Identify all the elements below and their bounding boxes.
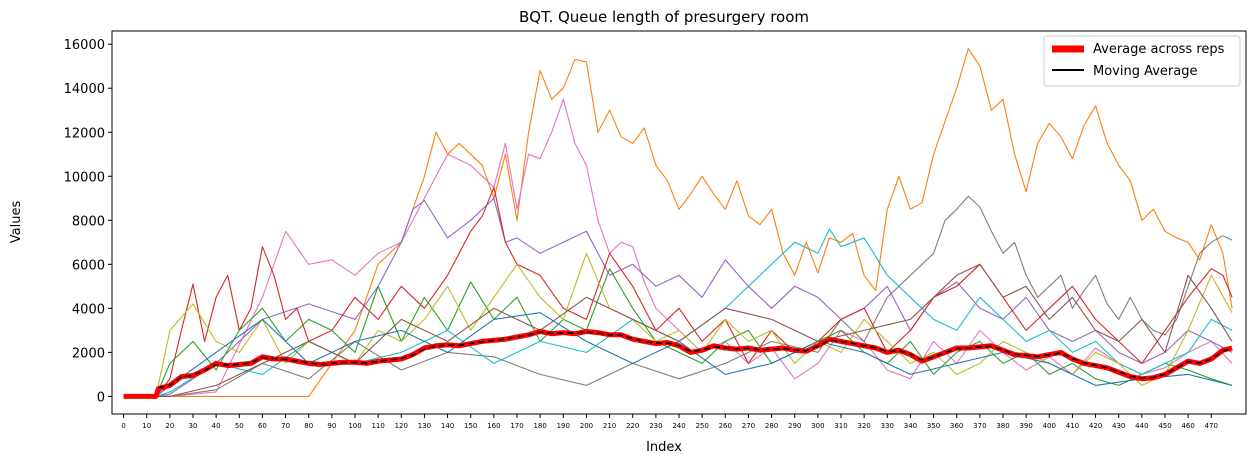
x-tick-label: 120 <box>395 422 408 430</box>
series-line-replication-9 <box>123 263 1233 397</box>
legend-label-average: Average across reps <box>1093 42 1225 57</box>
x-tick-label: 50 <box>235 422 244 430</box>
x-tick-label: 240 <box>672 422 685 430</box>
x-tick-label: 70 <box>281 422 290 430</box>
y-tick-label: 6000 <box>72 258 105 273</box>
chart-title: BQT. Queue length of presurgery room <box>519 8 809 26</box>
x-tick-label: 390 <box>1019 422 1032 430</box>
series-line-replication-10 <box>123 312 1233 397</box>
x-tick-label: 260 <box>719 422 732 430</box>
x-tick-label: 150 <box>464 422 477 430</box>
y-tick-label: 4000 <box>72 302 105 317</box>
x-tick-label: 460 <box>1181 422 1194 430</box>
x-tick-label: 280 <box>765 422 778 430</box>
x-tick-label: 380 <box>996 422 1009 430</box>
series-line-replication-8 <box>123 252 1233 397</box>
x-tick-label: 190 <box>557 422 570 430</box>
x-tick-label: 220 <box>626 422 639 430</box>
x-tick-label: 410 <box>1066 422 1079 430</box>
x-tick-label: 90 <box>327 422 336 430</box>
x-tick-label: 400 <box>1043 422 1056 430</box>
x-tick-label: 160 <box>487 422 500 430</box>
y-tick-label: 14000 <box>64 82 105 97</box>
x-tick-label: 340 <box>904 422 917 430</box>
x-axis-label: Index <box>646 440 682 455</box>
x-tick-label: 420 <box>1089 422 1102 430</box>
x-tick-label: 290 <box>788 422 801 430</box>
x-tick-label: 320 <box>857 422 870 430</box>
y-tick-label: 10000 <box>64 170 105 185</box>
x-tick-label: 370 <box>973 422 986 430</box>
x-tick-label: 20 <box>165 422 174 430</box>
series-line-replication-2 <box>123 98 1233 397</box>
x-tick-label: 60 <box>258 422 267 430</box>
x-tick-label: 140 <box>441 422 454 430</box>
x-tick-label: 110 <box>371 422 384 430</box>
x-tick-label: 300 <box>811 422 824 430</box>
plot-lines <box>123 48 1233 399</box>
x-axis-ticks: 0 10 20 30 40 50 60 70 80 90 100 110 120 130 140 150 160… <box>121 414 1218 430</box>
x-tick-label: 470 <box>1205 422 1218 430</box>
x-tick-label: 40 <box>212 422 221 430</box>
x-tick-label: 430 <box>1112 422 1125 430</box>
x-tick-label: 170 <box>510 422 523 430</box>
series-line-replication-5 <box>123 186 1233 397</box>
x-tick-label: 180 <box>533 422 546 430</box>
x-tick-label: 270 <box>742 422 755 430</box>
x-tick-label: 360 <box>950 422 963 430</box>
x-tick-label: 100 <box>348 422 361 430</box>
x-tick-label: 30 <box>189 422 198 430</box>
series-line-replication-6 <box>123 268 1233 397</box>
x-tick-label: 440 <box>1135 422 1148 430</box>
y-tick-label: 2000 <box>72 346 105 361</box>
y-tick-label: 8000 <box>72 214 105 229</box>
series-line-replication-1 <box>123 48 1233 397</box>
legend: Average across reps Moving Average <box>1043 35 1241 87</box>
x-tick-label: 10 <box>142 422 151 430</box>
y-tick-label: 0 <box>97 390 105 405</box>
x-tick-label: 130 <box>418 422 431 430</box>
x-tick-label: 330 <box>881 422 894 430</box>
legend-label-moving-average: Moving Average <box>1093 64 1197 79</box>
x-tick-label: 210 <box>603 422 616 430</box>
x-tick-label: 250 <box>695 422 708 430</box>
x-tick-label: 310 <box>834 422 847 430</box>
x-tick-label: 230 <box>649 422 662 430</box>
legend-box <box>1043 35 1241 87</box>
y-axis-label: Values <box>9 201 24 244</box>
x-tick-label: 0 <box>121 422 125 430</box>
y-tick-label: 16000 <box>64 38 105 53</box>
y-axis-ticks: 0 2000 4000 6000 8000 10000 12000 14000 16000 <box>64 38 112 405</box>
x-tick-label: 80 <box>304 422 313 430</box>
x-tick-label: 450 <box>1158 422 1171 430</box>
x-tick-label: 350 <box>927 422 940 430</box>
series-line-moving-average <box>158 331 1233 389</box>
y-tick-label: 12000 <box>64 126 105 141</box>
x-tick-label: 200 <box>580 422 593 430</box>
series-line-replication-4 <box>123 197 1233 397</box>
